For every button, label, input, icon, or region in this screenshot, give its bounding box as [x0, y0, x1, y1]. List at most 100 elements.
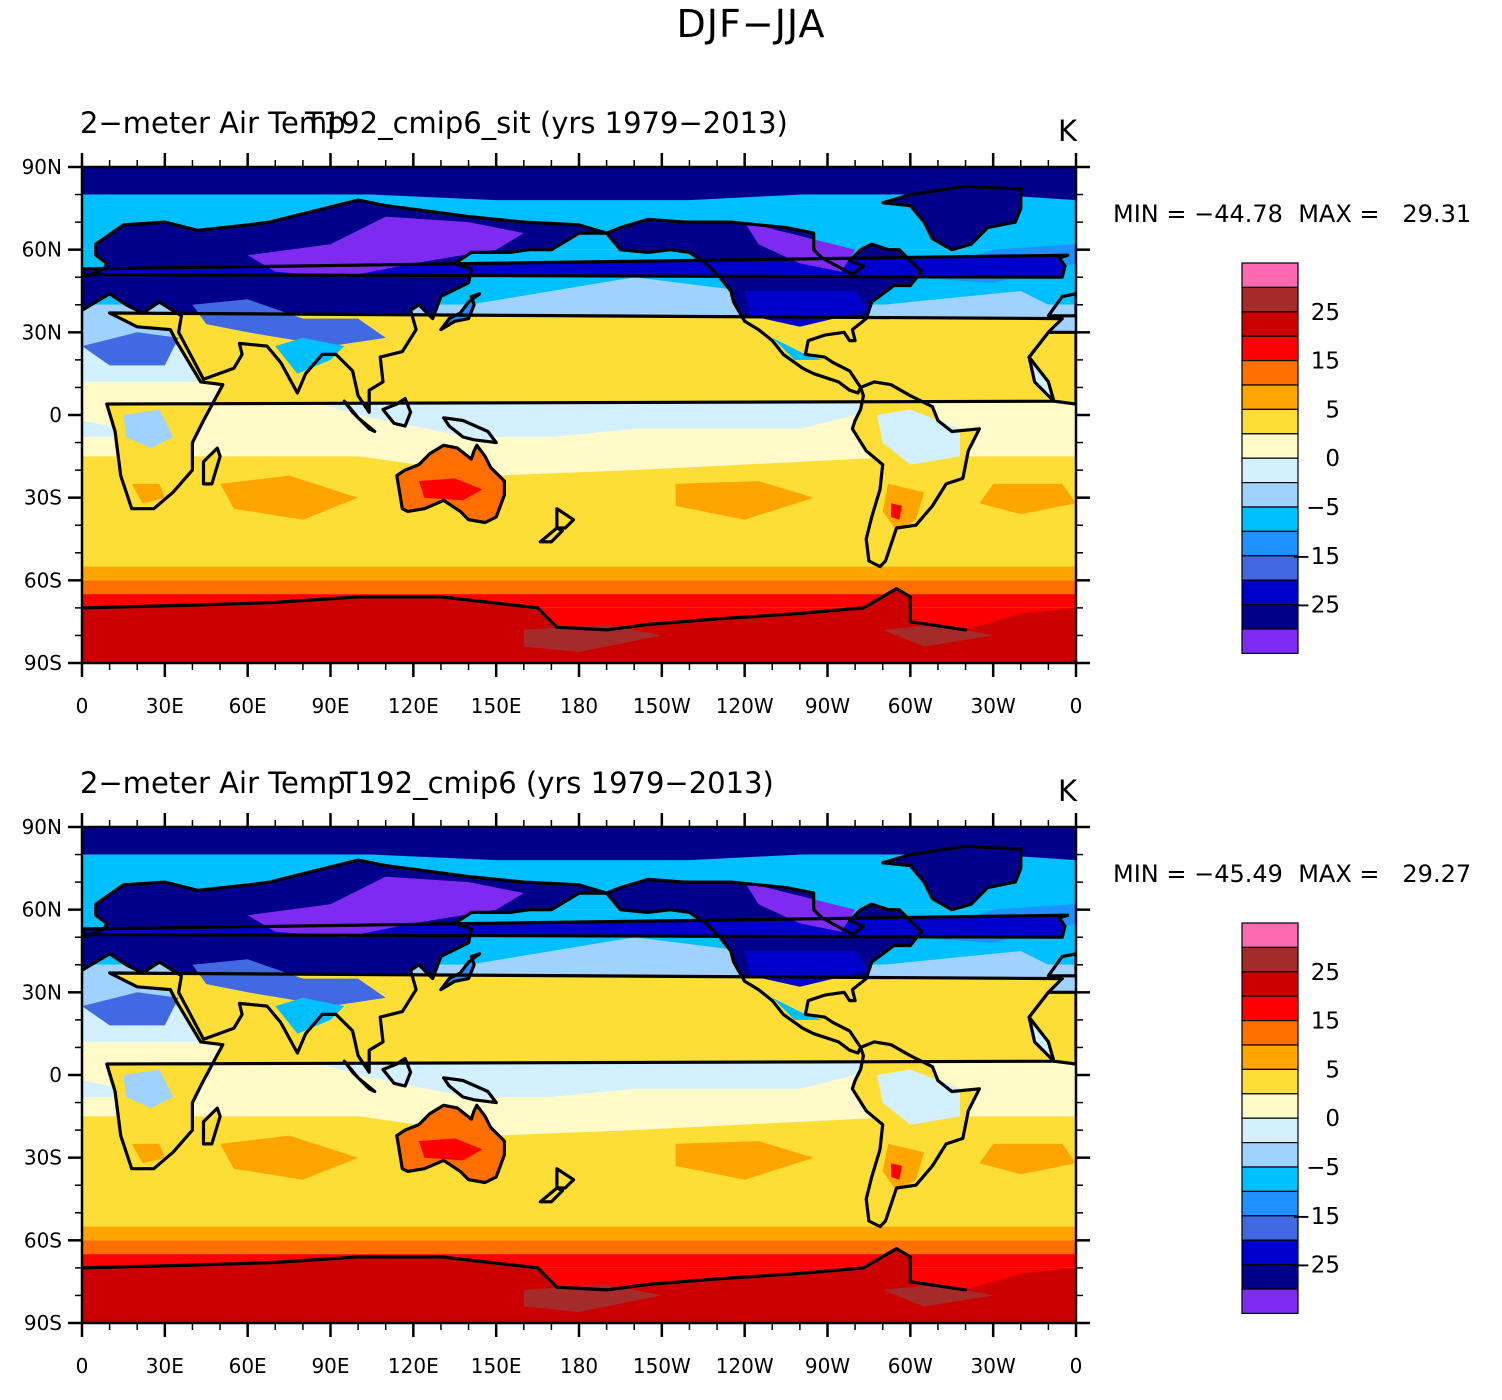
lat-band [82, 566, 1076, 581]
argentina-orange [882, 483, 925, 531]
colorbar-label: −5 [1306, 1155, 1340, 1181]
ant-fill [82, 1248, 1076, 1323]
greenland-fill [882, 186, 1021, 250]
lon-label: 0 [1070, 1354, 1083, 1378]
max-label: MAX = [1298, 200, 1388, 228]
colorbar-label: 5 [1325, 397, 1340, 423]
lat-label: 30N [22, 320, 62, 344]
lon-label: 30E [146, 694, 184, 718]
colorbar-swatch [1241, 946, 1299, 973]
coastline-sam [850, 1040, 981, 1229]
colorbar-swatch [1241, 1190, 1299, 1217]
siberia-purple [247, 876, 524, 938]
equatorial-pale-band [82, 381, 1076, 476]
colorbar-label: 0 [1325, 1106, 1340, 1132]
africa-west-part [1029, 332, 1076, 404]
colorbar-swatch [1241, 311, 1299, 337]
coastline-nam [605, 217, 923, 395]
lat-label: 30S [24, 486, 62, 510]
lat-band [82, 580, 1076, 595]
colorbar-swatch [1241, 506, 1299, 532]
argentina-red [891, 1163, 902, 1180]
madag-fill [203, 1108, 221, 1144]
coastline-greenland [881, 184, 1023, 252]
panel-title-left: 2−meter Air Temp [80, 766, 346, 800]
coastline-nz2 [538, 1186, 564, 1204]
coastline-madag [201, 1106, 222, 1146]
coastline-sumatra [342, 1059, 377, 1094]
colorbar-label: −15 [1291, 544, 1340, 570]
ant-interior-brown [523, 624, 662, 652]
coastline-greenland [881, 844, 1023, 912]
colorbar-swatch [1241, 1093, 1299, 1119]
lon-label: 150W [633, 694, 691, 718]
colorbar-swatch [1241, 1264, 1299, 1290]
subtropic-orange-sa [979, 1143, 1076, 1175]
colorbar-swatch [1241, 1020, 1299, 1046]
madag-fill [203, 448, 221, 484]
lon-label: 180 [560, 694, 598, 718]
colorbar-swatch [1241, 1142, 1299, 1168]
north-africa-blue [82, 332, 179, 366]
colorbar-swatch [1241, 1239, 1299, 1266]
colorbar: 25 15 5 0 −5 −15 −25 [1241, 262, 1340, 654]
central-asia-blue [192, 299, 386, 347]
colorbar-label: 5 [1325, 1057, 1340, 1083]
colorbar-swatch [1241, 555, 1299, 581]
coastline-west-africa [1027, 330, 1076, 406]
coastline-borneo [381, 396, 413, 428]
coastline-nz [555, 507, 576, 530]
colorbar-label: 25 [1311, 960, 1340, 986]
coastline-madag [201, 446, 222, 486]
coastline-japan [439, 292, 482, 332]
colorbar-swatch [1241, 1166, 1299, 1192]
ng-fill [443, 1077, 497, 1103]
coastline-nz2 [538, 526, 564, 544]
ng-fill [443, 417, 497, 443]
arctic-dark [82, 827, 1076, 861]
coastline-africa [105, 311, 1064, 511]
ant-fill [82, 588, 1076, 663]
aus-interior-red [418, 1138, 483, 1161]
colorbar-swatch [1241, 922, 1299, 948]
lon-label: 150E [471, 694, 522, 718]
colorbar-label: 0 [1325, 446, 1340, 472]
colorbar-swatch [1241, 482, 1299, 508]
mexico-light [772, 337, 822, 360]
subtropic-orange-sp [675, 481, 814, 520]
colorbar-swatch [1241, 604, 1299, 630]
lon-label: 30E [146, 1354, 184, 1378]
congo-pale [123, 409, 174, 449]
lon-label: 90E [311, 1354, 349, 1378]
lon-label: 60E [229, 694, 267, 718]
subtropic-orange-sa [979, 483, 1076, 515]
lat-label: 0 [49, 1063, 62, 1087]
coastline-ng [442, 1076, 498, 1105]
colorbar-swatch [1241, 1068, 1299, 1095]
lat-label: 90N [22, 815, 62, 839]
lon-label: 90W [805, 1354, 850, 1378]
colorbar-swatch [1241, 408, 1299, 435]
coastline-uk [82, 253, 1070, 279]
lon-label: 60E [229, 1354, 267, 1378]
colorbar-swatch [1241, 971, 1299, 997]
coastline-ng [442, 416, 498, 445]
coastline-aus [395, 443, 506, 525]
lon-label: 0 [76, 694, 89, 718]
map-svg-top: 90N 60N 30N 0 30S 60S 90S 0 30E 60E 90E 120E 150E 180… [22, 153, 1340, 718]
colorbar-label: −25 [1291, 593, 1340, 619]
ant-interior-brown [523, 1284, 662, 1312]
map-panel-top: 2−meter Air Temp T192_cmip6_sit (yrs 197… [0, 100, 1502, 740]
figure-title: DJF−JJA [676, 2, 826, 46]
coastline-iberia [1046, 292, 1076, 318]
borneo-fill [383, 1058, 411, 1086]
lon-label: 90W [805, 694, 850, 718]
colorbar-swatch [1241, 433, 1299, 459]
temperature-field [82, 827, 1076, 1323]
colorbar-swatch [1241, 628, 1299, 654]
lon-label: 0 [76, 1354, 89, 1378]
lat-label: 60N [22, 898, 62, 922]
lon-label: 60W [888, 1354, 933, 1378]
lat-label: 90S [24, 651, 62, 675]
colorbar-label: 15 [1311, 1009, 1340, 1035]
